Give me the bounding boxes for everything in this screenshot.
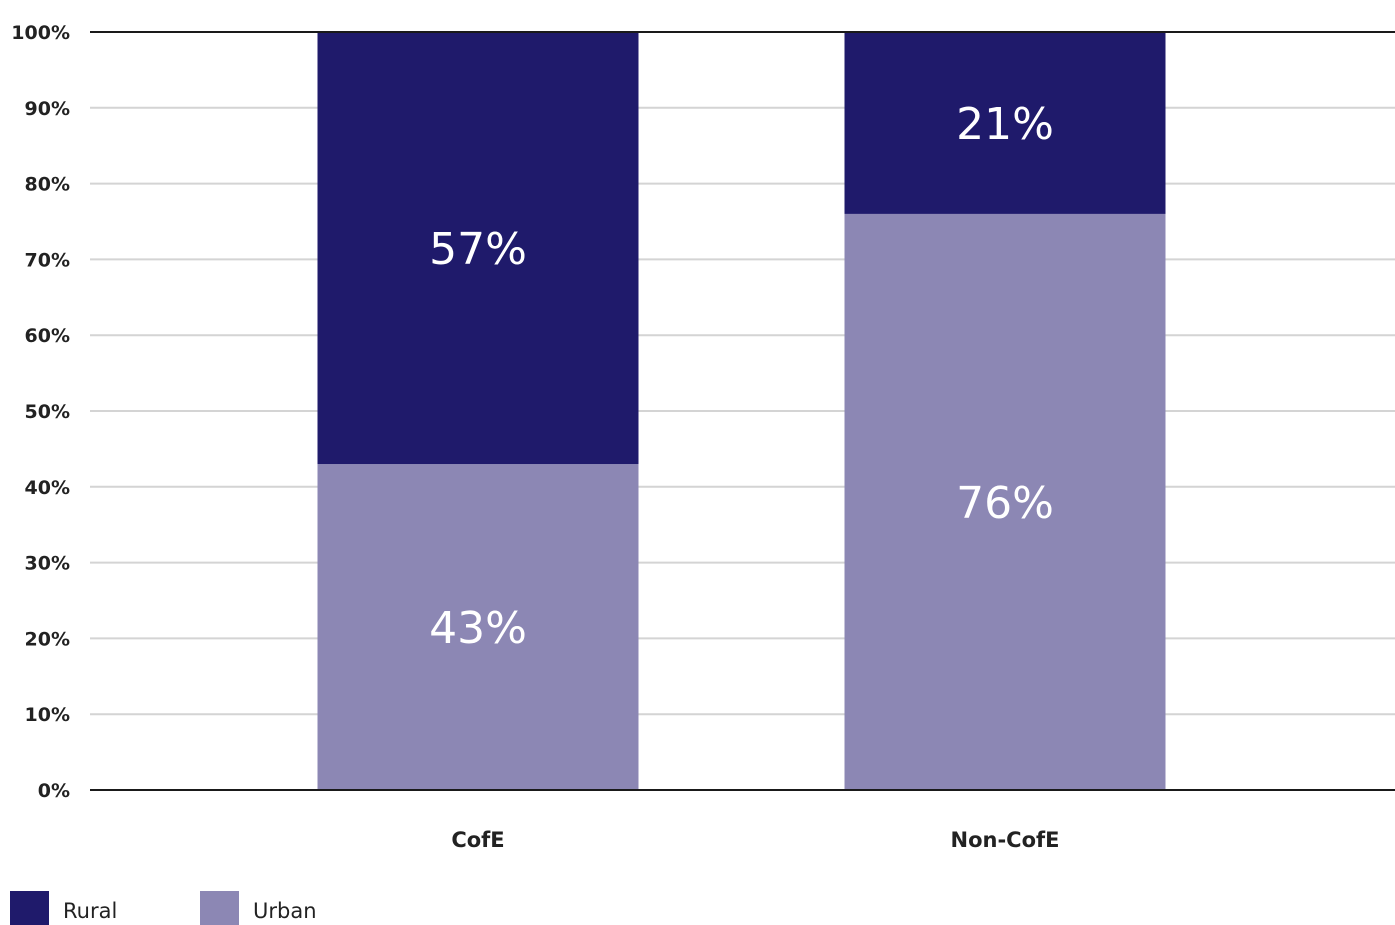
legend-swatch-rural <box>10 891 49 925</box>
y-tick-label: 30% <box>25 553 70 575</box>
x-tick-label: Non-CofE <box>951 828 1060 852</box>
legend-swatch-urban <box>200 891 239 925</box>
y-tick-label: 90% <box>25 98 70 120</box>
data-label-urban-cofe: 43% <box>429 603 527 654</box>
y-tick-label: 100% <box>11 22 70 44</box>
y-tick-label: 40% <box>25 477 70 499</box>
x-tick-label: CofE <box>451 828 504 852</box>
y-tick-label: 20% <box>25 628 70 650</box>
bar-rural-non-cofe <box>844 32 1166 214</box>
bar-urban-cofe <box>317 464 639 790</box>
y-tick-label: 60% <box>25 325 70 347</box>
data-label-rural-cofe: 57% <box>429 224 527 275</box>
y-tick-label: 10% <box>25 704 70 726</box>
legend-label-rural: Rural <box>63 899 117 923</box>
axes <box>90 31 1395 791</box>
y-tick-label: 70% <box>25 249 70 271</box>
bar-urban-non-cofe <box>844 213 1166 791</box>
gridlines <box>90 106 1395 716</box>
bar-rural-cofe <box>317 32 639 465</box>
legend-label-urban: Urban <box>253 899 317 923</box>
data-label-urban-non-cofe: 76% <box>956 478 1054 529</box>
data-label-rural-non-cofe: 21% <box>956 99 1054 150</box>
y-axis-ticks: 0% 10% 20% 30% 40% 50% 60% 70% 80% 90% 100% <box>11 22 70 802</box>
y-tick-label: 80% <box>25 174 70 196</box>
y-tick-label: 50% <box>25 401 70 423</box>
bars <box>317 32 1166 791</box>
y-tick-label: 0% <box>38 780 70 802</box>
x-axis-ticks: CofE Non-CofE <box>451 828 1059 852</box>
data-labels: 43% 57% 76% 21% <box>429 99 1054 654</box>
legend: Rural Urban <box>10 891 317 925</box>
